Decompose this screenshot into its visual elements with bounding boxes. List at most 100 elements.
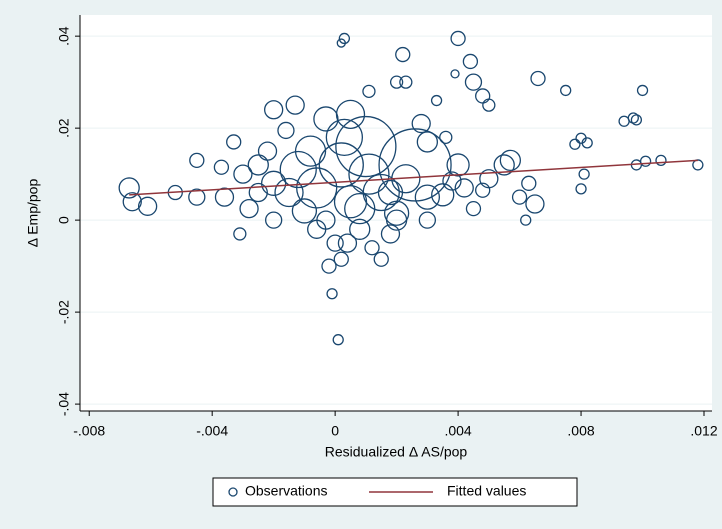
- bubble: [493, 154, 515, 176]
- bubble: [277, 121, 295, 140]
- bubble: [247, 154, 269, 176]
- bubble: [414, 184, 441, 210]
- bubble: [294, 135, 327, 167]
- bubble: [439, 130, 453, 144]
- bubble: [499, 149, 522, 171]
- bubble: [291, 198, 318, 224]
- bubble: [333, 185, 368, 219]
- bubble: [520, 214, 532, 226]
- bubble: [336, 38, 346, 48]
- bubble: [575, 183, 587, 195]
- bubble: [332, 334, 344, 346]
- bubble: [411, 113, 431, 134]
- y-tick-label: .04: [56, 26, 72, 46]
- bubble: [630, 114, 643, 126]
- x-tick-label: .012: [690, 423, 717, 439]
- bubble: [383, 200, 410, 226]
- bubble: [265, 211, 283, 229]
- bubble: [118, 177, 140, 199]
- legend-label: Fitted values: [447, 483, 526, 499]
- bubble: [326, 288, 338, 300]
- bubble: [482, 98, 496, 112]
- bubble: [261, 170, 287, 196]
- bubble: [525, 194, 545, 214]
- bubble: [318, 142, 364, 188]
- bubble: [122, 192, 142, 212]
- y-tick-label: -.04: [56, 392, 72, 416]
- bubble: [285, 95, 305, 115]
- bubble: [349, 218, 371, 240]
- x-tick-label: 0: [331, 423, 339, 439]
- bubble: [213, 159, 230, 175]
- bubble: [188, 188, 206, 206]
- x-tick-label: -.008: [73, 423, 105, 439]
- fit-line: [129, 159, 698, 196]
- legend-marker: [228, 487, 238, 497]
- bubble: [511, 189, 528, 205]
- bubble: [214, 187, 235, 207]
- bubble: [581, 137, 593, 149]
- bubble: [442, 171, 462, 191]
- bubble: [137, 196, 158, 216]
- bubble: [362, 84, 376, 98]
- bubble: [233, 164, 253, 184]
- bubble: [344, 192, 376, 225]
- bubble: [326, 234, 344, 252]
- bubble: [692, 159, 704, 171]
- bubble: [325, 118, 364, 156]
- bubble: [530, 70, 546, 87]
- bubble: [373, 251, 389, 267]
- y-tick-label: 0: [56, 216, 72, 224]
- bubble: [378, 128, 452, 202]
- bubble: [475, 182, 491, 198]
- bubble: [578, 168, 590, 180]
- bubble: [521, 175, 537, 191]
- y-tick-label: -.02: [56, 300, 72, 324]
- x-tick-label: .004: [444, 423, 471, 439]
- bubble: [335, 115, 397, 178]
- bubble: [233, 227, 247, 241]
- x-tick-label: -.004: [196, 423, 228, 439]
- bubble: [569, 138, 581, 150]
- plot-area: [80, 15, 712, 411]
- bubble: [239, 198, 259, 219]
- bubble: [380, 224, 401, 244]
- bubble: [264, 100, 284, 120]
- bubble: [395, 46, 411, 63]
- bubble: [338, 32, 351, 45]
- bubble: [189, 152, 205, 168]
- bubble: [450, 30, 466, 47]
- y-axis-title: Δ Emp/pop: [25, 179, 41, 248]
- bubble: [399, 75, 413, 89]
- legend-label: Observations: [245, 483, 327, 499]
- bubble: [465, 200, 482, 217]
- bubble: [274, 177, 304, 208]
- bubble: [307, 219, 327, 239]
- bubble: [450, 69, 460, 79]
- bubble: [333, 251, 349, 267]
- x-tick-label: .008: [567, 423, 594, 439]
- bubble: [416, 131, 439, 153]
- bubble: [560, 84, 572, 97]
- bubble: [418, 211, 437, 229]
- bubble: [226, 134, 242, 150]
- bubble: [364, 240, 380, 256]
- bubble: [348, 153, 390, 195]
- bubble: [430, 94, 443, 107]
- bubble: [454, 178, 474, 198]
- x-axis-title: Residualized Δ AS/pop: [325, 444, 468, 460]
- bubble: [248, 182, 268, 203]
- bubble: [618, 115, 630, 127]
- bubble: [655, 154, 667, 166]
- y-tick-label: .02: [56, 118, 72, 138]
- bubble: [464, 73, 483, 91]
- bubble: [636, 84, 649, 97]
- bubble: [337, 233, 358, 253]
- bubble: [446, 153, 470, 177]
- bubble: [279, 150, 317, 189]
- bubble: [335, 99, 366, 129]
- bubble: [389, 75, 404, 89]
- bubble: [462, 53, 479, 70]
- bubble: [321, 258, 337, 274]
